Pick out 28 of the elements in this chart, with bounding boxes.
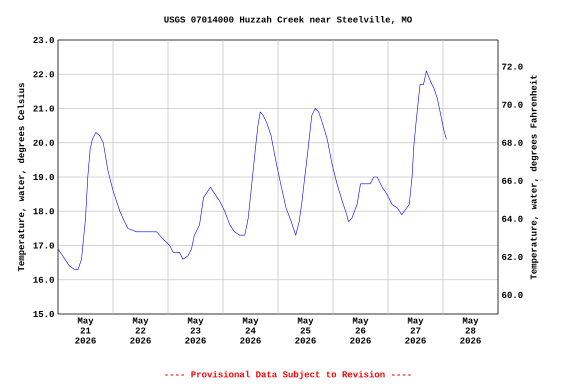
y-tick-label: 19.0 xyxy=(33,174,54,180)
y2-tick-label: 66.0 xyxy=(502,178,523,184)
x-tick-label: May 24 2026 xyxy=(240,318,261,344)
y2-tick-label: 72.0 xyxy=(502,64,523,70)
chart-title: USGS 07014000 Huzzah Creek near Steelville, MO xyxy=(164,16,412,24)
y2-tick-label: 60.0 xyxy=(502,292,523,298)
y2-tick-label: 62.0 xyxy=(502,254,523,260)
y-tick-label: 15.0 xyxy=(33,310,54,318)
y-tick-label: 18.0 xyxy=(33,208,54,214)
x-tick-label: May 28 2026 xyxy=(460,318,481,344)
x-tick-label: May 21 2026 xyxy=(75,318,96,344)
y-tick-label: 21.0 xyxy=(33,105,54,112)
x-tick-label: May 23 2026 xyxy=(185,318,206,344)
y2-tick-label: 64.0 xyxy=(502,216,523,222)
x-tick-label: May 22 2026 xyxy=(130,318,151,344)
y2-tick-label: 70.0 xyxy=(502,102,523,108)
x-tick-label: May 25 2026 xyxy=(295,318,316,344)
y-tick-label: 22.0 xyxy=(33,71,54,78)
x-tick-label: May 27 2026 xyxy=(405,318,426,344)
x-tick-label: May 26 2026 xyxy=(350,318,371,344)
y2-axis-title: Temperature, water, degrees Fahrenheit xyxy=(530,75,538,280)
y-tick-label: 16.0 xyxy=(33,276,54,283)
text: ---- Provisional Data Subject to Revision ---- xyxy=(165,370,411,380)
y-tick-label: 20.0 xyxy=(33,140,54,146)
y-tick-label: 17.0 xyxy=(33,242,54,249)
y-axis-title: Temperature, water, degrees Celsius xyxy=(18,83,26,272)
y2-tick-label: 68.0 xyxy=(502,140,523,146)
y-tick-label: 23.0 xyxy=(33,36,54,44)
